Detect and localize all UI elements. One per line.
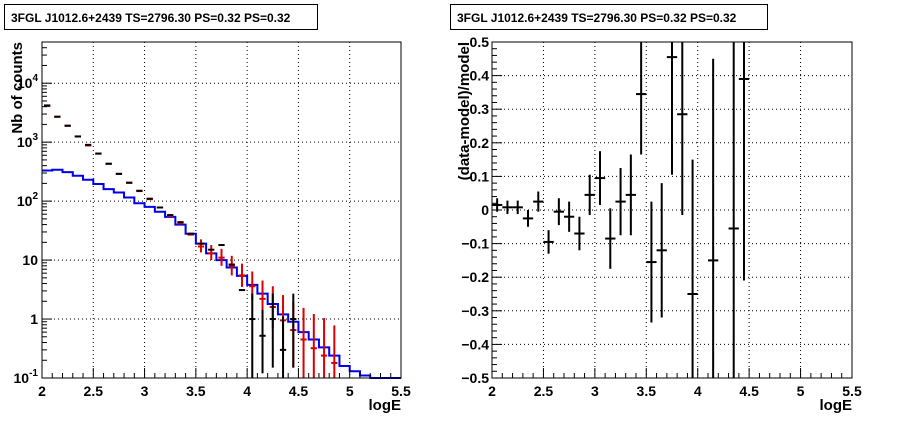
residuals-y-tick-label: −0.3 [461, 303, 489, 319]
residuals-y-tick-label: 0.3 [470, 101, 490, 117]
counts-x-tick-label: 3.5 [186, 383, 206, 399]
counts-grid [42, 42, 401, 378]
right-plot-title: 3FGL J1012.6+2439 TS=2796.30 PS=0.32 PS=… [450, 4, 768, 30]
residuals-y-tick-label: 0.4 [470, 68, 490, 84]
counts-plot: 2 2.5 3 3.5 4 4.5 5 5.5 10-1 1 10 102 103 104 logE Nb… [9, 41, 411, 414]
counts-x-tick-label: 4.5 [289, 383, 309, 399]
residuals-y-tick-label: 0 [481, 202, 489, 218]
counts-y-tick-label: 104 [17, 73, 39, 91]
residuals-x-tick-label: 2.5 [534, 383, 554, 399]
counts-y-axis-label: Nb of counts [9, 42, 26, 134]
residuals-x-tick-label: 2 [488, 383, 496, 399]
counts-x-tick-label: 2.5 [84, 383, 104, 399]
residuals-marks [492, 42, 750, 378]
counts-y-tick-label: 1 [30, 311, 38, 327]
counts-y-tick-label: 103 [17, 132, 39, 150]
residuals-plot: 2 2.5 3 3.5 4 4.5 5 5.5 −0.5 −0.4 −0.3 −0.2 −0.1 0 0.1… [456, 34, 862, 414]
counts-y-tick-label: 10 [22, 252, 38, 268]
residuals-x-tick-label: 3.5 [637, 383, 657, 399]
residuals-ticks: 2 2.5 3 3.5 4 4.5 5 5.5 −0.5 −0.4 −0.3 −0.2 −0.1 0 0.1… [461, 34, 862, 399]
counts-y-tick-label: 10-1 [14, 368, 39, 386]
counts-x-tick-label: 3 [141, 383, 149, 399]
model-histogram-line [42, 168, 401, 379]
counts-marks [42, 104, 401, 379]
counts-x-tick-label: 4 [243, 383, 251, 399]
counts-x-tick-label: 2 [38, 383, 46, 399]
counts-frame [41, 41, 402, 379]
counts-x-axis-label: logE [369, 397, 402, 414]
counts-ticks: 2 2.5 3 3.5 4 4.5 5 5.5 10-1 1 10 102 103 104 [14, 41, 411, 399]
residuals-y-tick-label: −0.1 [461, 236, 489, 252]
residuals-y-tick-label: −0.5 [461, 370, 489, 386]
residuals-y-axis-label: (data-model)/model [456, 42, 473, 180]
residuals-y-tick-label: 0.1 [470, 168, 490, 184]
residuals-x-tick-label: 4 [694, 383, 702, 399]
residuals-y-tick-label: 0.5 [470, 34, 490, 50]
residuals-x-tick-label: 5.5 [842, 383, 862, 399]
counts-y-tick-label: 102 [17, 191, 39, 209]
counts-x-tick-label: 5 [346, 383, 354, 399]
residuals-x-tick-label: 5 [797, 383, 805, 399]
counts-x-tick-label: 5.5 [391, 383, 411, 399]
residuals-y-tick-label: −0.2 [461, 269, 489, 285]
residuals-y-tick-label: 0.2 [470, 135, 490, 151]
residuals-x-axis-label: logE [820, 397, 853, 414]
residuals-y-tick-label: −0.4 [461, 336, 489, 352]
left-plot-title: 3FGL J1012.6+2439 TS=2796.30 PS=0.32 PS=… [4, 4, 318, 30]
residuals-x-tick-label: 3 [591, 383, 599, 399]
residuals-x-tick-label: 4.5 [739, 383, 759, 399]
